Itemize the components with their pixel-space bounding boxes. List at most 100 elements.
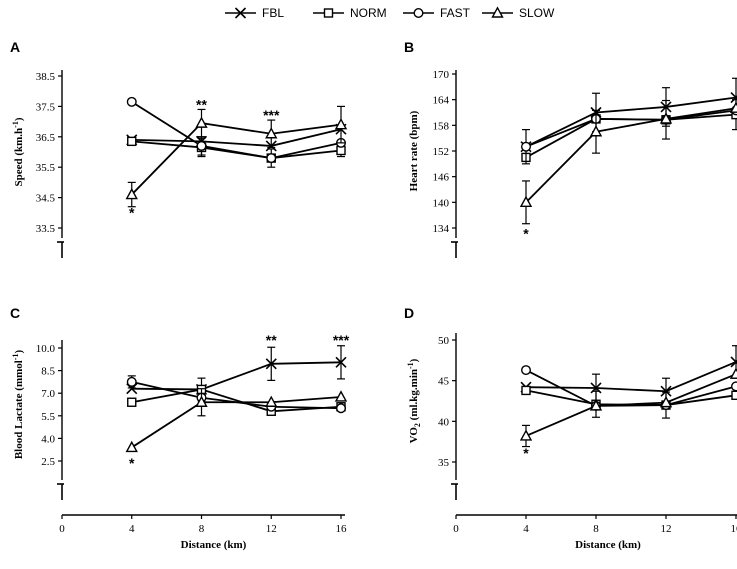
panel-a: A 33.5 34.5 35.5 36.5 37.5 38.5 Speed (km.h-1) *…: [10, 39, 348, 258]
significance-marker: *: [129, 204, 135, 220]
y-tick-label: 35: [438, 457, 450, 469]
data-point-slow: [729, 101, 737, 113]
legend-label-fbl: FBL: [262, 6, 284, 20]
y-tick-label: 164: [433, 95, 450, 107]
y-tick-label: 38.5: [36, 71, 56, 83]
y-tick-label: 158: [433, 120, 450, 132]
data-point-slow: [265, 127, 278, 139]
series-line-fbl: [131, 128, 342, 147]
y-tick-label: 5.5: [41, 411, 55, 423]
series-line-slow: [525, 373, 737, 437]
data-point-norm: [521, 385, 531, 396]
data-point-fbl-stroke-b: [265, 358, 277, 370]
legend: FBL NORM FAST SLOW: [225, 6, 555, 20]
data-point-norm: [127, 136, 137, 147]
data-point-slow: [519, 429, 533, 441]
y-tick-label: 40: [438, 416, 450, 428]
y-tick-label: 36.5: [36, 132, 56, 144]
data-point-slow: [729, 367, 737, 379]
panel-d: D 35 40 45 50 VO2 (ml.kg.min-1) 0 4 8 12 16 Distanc…: [404, 305, 737, 551]
data-point-fbl-stroke-b: [335, 356, 347, 368]
series-line-fbl: [525, 96, 737, 148]
series-line-norm: [525, 113, 737, 159]
y-tick-label: 33.5: [36, 223, 56, 235]
y-label-part: ): [13, 350, 25, 354]
data-point-fast: [521, 141, 532, 152]
series-line-norm: [525, 389, 737, 406]
data-point-slow: [589, 125, 603, 137]
data-point-slow: [334, 390, 348, 402]
x-axis-label: Distance (km): [181, 539, 247, 551]
series-line-norm: [131, 388, 342, 413]
y-tick-label: 37.5: [36, 101, 56, 113]
data-point-fast: [126, 96, 137, 107]
data-point-fbl: [730, 91, 737, 104]
data-point-slow: [195, 395, 208, 407]
data-point-slow: [125, 187, 138, 200]
y-tick-label: 152: [433, 146, 450, 158]
series-line-fast: [525, 369, 737, 407]
data-point-fast: [521, 365, 532, 376]
data-point-norm: [731, 390, 737, 401]
y-axis-label: VO2 (ml.kg.min-1): [406, 358, 422, 443]
y-tick-label: 170: [433, 69, 450, 81]
y-axis-label: Blood Lactate (mmol-1): [11, 350, 25, 460]
y-tick-label: 134: [433, 223, 450, 235]
panel-letter-b: B: [404, 39, 414, 55]
legend-item-slow: SLOW: [482, 6, 555, 20]
legend-label-slow: SLOW: [519, 6, 555, 20]
series-line-slow: [131, 396, 342, 449]
legend-marker-fbl: [234, 7, 247, 19]
y-label-part: VO: [408, 427, 420, 444]
data-point-fbl: [660, 385, 672, 397]
x-tick-label: 0: [453, 523, 459, 535]
legend-label-norm: NORM: [350, 6, 387, 20]
series-fbl: [126, 345, 347, 395]
legend-marker-slow: [491, 6, 504, 18]
panel-letter-c: C: [10, 305, 20, 321]
data-point-slow: [589, 399, 603, 411]
x-tick-label: 8: [199, 523, 205, 535]
data-point-slow: [519, 195, 533, 208]
significance-marker: ***: [333, 332, 350, 348]
series-line-fast: [525, 109, 737, 148]
y-label-sup: -1: [11, 121, 20, 128]
y-axis-label: Speed (km.h-1): [11, 117, 25, 186]
series-line-fast: [131, 101, 342, 159]
significance-marker: *: [523, 225, 529, 241]
legend-item-fbl: FBL: [225, 6, 284, 20]
data-point-slow: [195, 116, 208, 128]
x-tick-label: 0: [59, 523, 65, 535]
series-line-slow: [525, 107, 737, 203]
panel-letter-d: D: [404, 305, 414, 321]
series-slow: [519, 101, 737, 225]
x-tick-label: 4: [129, 523, 135, 535]
series-slow: [125, 388, 348, 453]
series-line-fast: [131, 381, 342, 410]
data-point-fbl-stroke-b: [660, 385, 672, 397]
x-tick-label: 16: [731, 523, 737, 535]
y-tick-label: 140: [433, 197, 450, 209]
panel-b: B 134 140 146 152 158 164 170 Heart rate (bpm) *: [404, 39, 737, 258]
data-point-fast: [336, 403, 347, 414]
legend-item-norm: NORM: [313, 6, 387, 20]
data-point-fast: [126, 376, 137, 387]
y-tick-label: 4.0: [41, 433, 55, 445]
y-label-part: ): [408, 358, 420, 362]
y-tick-label: 2.5: [41, 456, 55, 468]
significance-marker: **: [196, 96, 207, 112]
data-point-slow: [265, 395, 278, 407]
series-norm: [521, 99, 737, 163]
y-label-part: Blood Lactate (mmol: [13, 360, 25, 459]
data-point-slow: [659, 112, 673, 124]
series-line-slow: [131, 122, 342, 196]
y-label-part: ): [13, 117, 25, 121]
y-tick-label: 34.5: [36, 193, 56, 205]
series-norm: [127, 377, 346, 416]
data-point-slow: [659, 395, 673, 408]
significance-marker: **: [266, 332, 277, 348]
series-fast: [126, 96, 347, 164]
data-point-norm: [127, 397, 137, 407]
legend-label-fast: FAST: [440, 6, 471, 20]
